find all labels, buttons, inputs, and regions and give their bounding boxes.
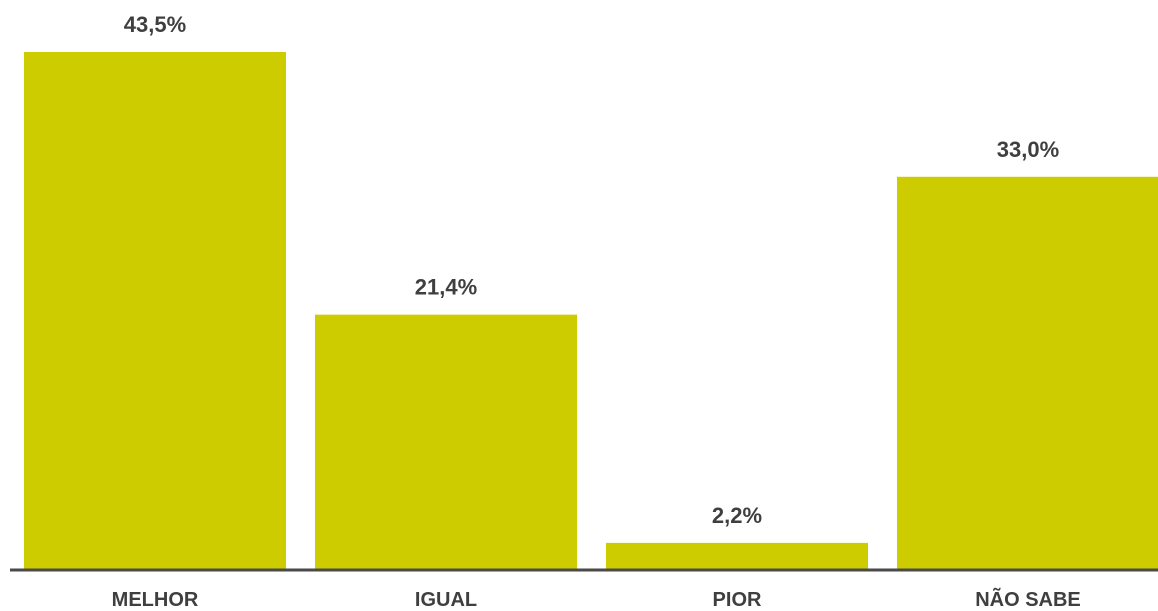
category-label-0: MELHOR	[112, 589, 199, 611]
category-labels-group: MELHOR IGUAL PIOR NÃO SABE	[112, 588, 1081, 611]
bar-1	[315, 314, 577, 569]
value-label-2: 2,2%	[712, 503, 762, 528]
bar-3	[897, 176, 1158, 570]
category-label-1: IGUAL	[415, 589, 477, 611]
bars-group	[24, 52, 1158, 570]
bar-0	[24, 52, 286, 569]
category-label-2: PIOR	[713, 589, 762, 611]
category-label-3: NÃO SABE	[975, 588, 1081, 611]
value-labels-group: 43,5% 21,4% 2,2% 33,0%	[124, 12, 1059, 528]
value-label-0: 43,5%	[124, 12, 186, 37]
bar-2	[606, 542, 868, 569]
value-label-3: 33,0%	[997, 137, 1059, 162]
value-label-1: 21,4%	[415, 275, 477, 300]
